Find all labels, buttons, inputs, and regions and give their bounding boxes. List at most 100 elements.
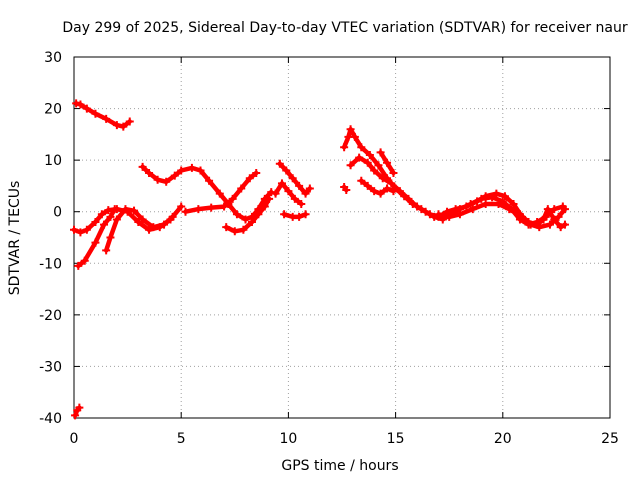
data-point [488,193,497,202]
data-point [149,223,158,232]
data-point [430,212,439,221]
data-point [295,181,304,190]
data-point [383,184,392,193]
data-point [305,184,314,193]
x-tick-label: 0 [70,431,79,447]
data-point [357,176,366,185]
data-point [288,174,297,183]
x-tick-label: 20 [494,431,512,447]
data-point [346,125,355,134]
data-point [346,161,355,170]
data-point [228,194,237,203]
data-point [500,192,509,201]
data-point [80,256,89,265]
y-tick-label: 10 [44,153,62,169]
data-point [389,169,398,178]
series-track-e [103,206,175,253]
data-point [168,212,177,221]
data-point [75,403,84,412]
data-point [187,163,196,172]
data-point [170,171,179,180]
y-tick-label: -40 [39,411,62,427]
data-point [492,189,501,198]
data-point [260,202,269,211]
data-point [455,210,464,219]
data-point [112,121,121,130]
data-point [134,218,143,227]
data-point [138,215,147,224]
data-point [560,220,569,229]
tick-layer: 0 5 10 15 20 25 -40 -30 -20 -10 0 10 20 30 [39,50,619,447]
data-point [509,199,518,208]
data-point [220,202,229,211]
data-point [82,104,91,113]
data-point [70,225,78,234]
data-point [130,206,139,215]
data-point [374,161,383,170]
data-point [421,207,430,216]
data-point [196,166,205,175]
data-point [74,261,83,270]
data-point [275,159,284,168]
data-point [383,158,392,167]
data-point [241,215,250,224]
data-point [71,411,80,420]
data-point [363,158,372,167]
data-point [106,212,115,221]
data-point [539,215,548,224]
data-point [550,215,559,224]
data-point [91,218,100,227]
data-point [181,207,190,216]
data-point [295,212,304,221]
data-point [177,166,186,175]
data-point [376,189,385,198]
data-point [247,218,256,227]
data-point [138,162,147,171]
data-point [112,215,121,224]
data-point [72,99,81,108]
x-tick-label: 5 [177,431,186,447]
data-point [145,225,154,234]
data-point [125,117,134,126]
data-point [445,212,454,221]
data-point [505,205,514,214]
y-tick-label: 30 [44,50,62,66]
data-point [252,169,261,178]
data-point [404,194,413,203]
x-tick-label: 15 [387,431,405,447]
series-track-b [73,101,132,129]
data-point [102,114,111,123]
y-tick-label: 0 [53,205,62,221]
x-axis-label: GPS time / hours [281,458,398,474]
data-point [378,174,387,183]
data-point [301,189,310,198]
data-point [121,205,130,214]
data-point [370,166,379,175]
data-point [177,202,186,211]
data-point [280,210,289,219]
data-point [387,179,396,188]
data-point [340,143,349,152]
data-point [297,199,306,208]
data-point [290,194,299,203]
data-point [97,210,106,219]
data-point [245,174,254,183]
data-point [222,223,231,232]
data-point [468,205,477,214]
data-point [543,205,552,214]
data-point [376,148,385,157]
data-point [413,202,422,211]
data-point [434,210,443,219]
data-point [76,100,85,109]
plot-frame [73,56,611,419]
y-tick-label: -20 [39,308,62,324]
data-point [119,122,128,131]
data-point [301,210,310,219]
data-point [145,169,154,178]
data-point [554,212,563,221]
data-point [350,132,359,141]
data-point [254,210,263,219]
data-point [160,220,169,229]
